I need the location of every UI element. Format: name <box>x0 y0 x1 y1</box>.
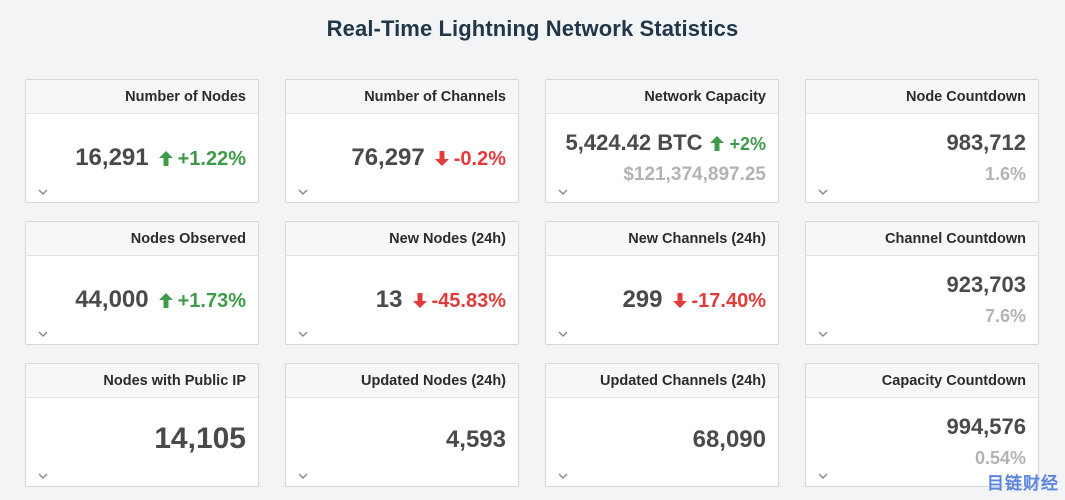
card-title: Nodes with Public IP <box>26 364 258 398</box>
change-value: +1.22% <box>177 148 246 170</box>
card-number-of-channels: Number of Channels 76,297 -0.2% <box>285 79 519 203</box>
metric-value: 983,712 <box>946 130 1026 155</box>
card-number-of-nodes: Number of Nodes 16,291 +1.22% <box>25 79 259 203</box>
change-indicator: +2% <box>710 134 766 155</box>
arrow-down-icon <box>434 151 449 166</box>
usd-value: $121,374,897.25 <box>623 164 766 185</box>
chevron-down-icon[interactable] <box>818 188 828 196</box>
chevron-down-icon[interactable] <box>558 472 568 480</box>
metric-value: 14,105 <box>154 422 246 455</box>
percent-value: 0.54% <box>974 448 1026 468</box>
arrow-up-icon <box>710 136 725 151</box>
card-title: New Nodes (24h) <box>286 222 518 256</box>
card-node-countdown: Node Countdown 983,712 1.6% <box>805 79 1039 203</box>
change-indicator: +1.22% <box>158 148 246 171</box>
card-new-nodes: New Nodes (24h) 13 -45.83% <box>285 221 519 345</box>
arrow-up-icon <box>158 293 173 308</box>
card-title: Updated Nodes (24h) <box>286 364 518 398</box>
change-value: -45.83% <box>431 290 507 312</box>
card-title: Updated Channels (24h) <box>546 364 778 398</box>
percent-value: 7.6% <box>984 306 1026 326</box>
card-title: Capacity Countdown <box>806 364 1038 398</box>
watermark-logo: 目链财经 <box>987 474 1059 493</box>
card-capacity-countdown: Capacity Countdown 994,576 0.54% <box>805 363 1039 487</box>
card-updated-nodes: Updated Nodes (24h) 4,593 <box>285 363 519 487</box>
change-value: -17.40% <box>691 290 767 312</box>
card-channel-countdown: Channel Countdown 923,703 7.6% <box>805 221 1039 345</box>
change-value: +1.73% <box>177 290 246 312</box>
change-value: +2% <box>729 134 766 154</box>
chevron-down-icon[interactable] <box>818 330 828 338</box>
chevron-down-icon[interactable] <box>298 188 308 196</box>
card-title: Number of Channels <box>286 80 518 114</box>
metric-value: 76,297 <box>351 144 425 171</box>
chevron-down-icon[interactable] <box>818 472 828 480</box>
chevron-down-icon[interactable] <box>38 188 48 196</box>
card-title: Number of Nodes <box>26 80 258 114</box>
metric-value: 923,703 <box>946 272 1026 297</box>
chevron-down-icon[interactable] <box>38 330 48 338</box>
card-title: Channel Countdown <box>806 222 1038 256</box>
metric-value: 299 <box>622 286 663 313</box>
card-title: New Channels (24h) <box>546 222 778 256</box>
metric-value: 5,424.42 BTC <box>565 130 703 155</box>
change-indicator: -0.2% <box>434 148 506 171</box>
chevron-down-icon[interactable] <box>298 330 308 338</box>
arrow-down-icon <box>672 293 687 308</box>
card-nodes-public-ip: Nodes with Public IP 14,105 <box>25 363 259 487</box>
metric-value: 16,291 <box>75 144 149 171</box>
change-indicator: +1.73% <box>158 290 246 313</box>
change-indicator: -45.83% <box>412 290 507 313</box>
metric-value: 68,090 <box>692 426 766 453</box>
chevron-down-icon[interactable] <box>298 472 308 480</box>
percent-value: 1.6% <box>984 164 1026 184</box>
chevron-down-icon[interactable] <box>558 188 568 196</box>
metric-value: 994,576 <box>946 414 1026 439</box>
card-title: Network Capacity <box>546 80 778 114</box>
page-title: Real-Time Lightning Network Statistics <box>326 16 739 41</box>
chevron-down-icon[interactable] <box>38 472 48 480</box>
card-title: Node Countdown <box>806 80 1038 114</box>
metric-value: 13 <box>375 286 403 313</box>
card-network-capacity: Network Capacity 5,424.42 BTC +2% $121,3… <box>545 79 779 203</box>
change-indicator: -17.40% <box>672 290 767 313</box>
card-new-channels: New Channels (24h) 299 -17.40% <box>545 221 779 345</box>
chevron-down-icon[interactable] <box>558 330 568 338</box>
card-updated-channels: Updated Channels (24h) 68,090 <box>545 363 779 487</box>
arrow-down-icon <box>412 293 427 308</box>
card-nodes-observed: Nodes Observed 44,000 +1.73% <box>25 221 259 345</box>
card-title: Nodes Observed <box>26 222 258 256</box>
metric-value: 4,593 <box>445 426 506 453</box>
metric-value: 44,000 <box>75 286 149 313</box>
change-value: -0.2% <box>453 148 506 170</box>
arrow-up-icon <box>158 151 173 166</box>
